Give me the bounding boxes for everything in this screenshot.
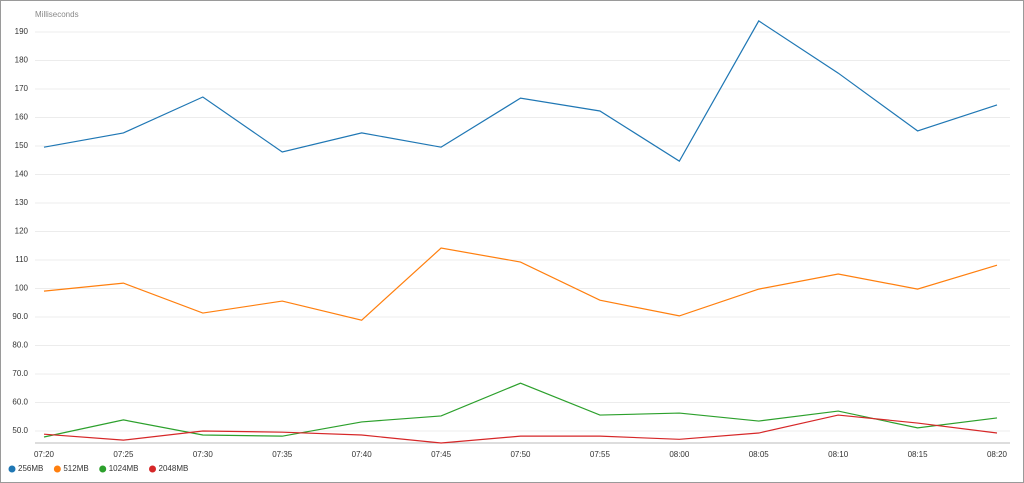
x-tick-label: 07:40 — [352, 450, 373, 459]
y-tick-label: 190 — [15, 27, 29, 36]
series-line — [43, 414, 998, 444]
legend-item[interactable]: 256MB — [8, 464, 44, 473]
x-tick-label: 08:15 — [908, 450, 929, 459]
y-tick-label: 120 — [15, 227, 29, 236]
y-tick-label: 50.0 — [12, 426, 28, 435]
series-line — [43, 20, 998, 162]
x-tick-label: 07:30 — [193, 450, 214, 459]
legend-swatch — [53, 465, 61, 473]
y-tick-label: 90.0 — [12, 312, 28, 321]
legend-item[interactable]: 512MB — [53, 464, 89, 473]
x-tick-label: 08:05 — [749, 450, 770, 459]
y-tick-label: 170 — [15, 84, 29, 93]
legend-swatch — [149, 465, 157, 473]
legend-item[interactable]: 2048MB — [149, 464, 188, 473]
y-tick-label: 70.0 — [12, 369, 28, 378]
legend-label: 1024MB — [109, 464, 139, 473]
x-tick-label: 07:45 — [431, 450, 452, 459]
x-tick-label: 07:55 — [590, 450, 611, 459]
series-line — [43, 382, 998, 438]
y-tick-label: 140 — [15, 170, 29, 179]
y-tick-label: 80.0 — [12, 341, 28, 350]
y-tick-label: 100 — [15, 284, 29, 293]
legend-swatch — [99, 465, 107, 473]
x-tick-label: 07:35 — [272, 450, 293, 459]
y-tick-label: 180 — [15, 56, 29, 65]
series-line — [43, 247, 998, 321]
x-tick-label: 08:20 — [987, 450, 1008, 459]
y-tick-label: 160 — [15, 113, 29, 122]
legend-item[interactable]: 1024MB — [99, 464, 139, 473]
x-tick-label: 07:25 — [113, 450, 134, 459]
legend-swatch — [8, 465, 16, 473]
y-tick-label: 150 — [15, 141, 29, 150]
legend-label: 512MB — [63, 464, 88, 473]
x-tick-label: 07:20 — [34, 450, 55, 459]
y-tick-label: 130 — [15, 198, 29, 207]
x-tick-label: 07:50 — [510, 450, 531, 459]
legend-label: 256MB — [18, 464, 43, 473]
x-tick-label: 08:00 — [669, 450, 690, 459]
legend-label: 2048MB — [159, 464, 189, 473]
x-tick-label: 08:10 — [828, 450, 849, 459]
y-tick-label: 60.0 — [12, 398, 28, 407]
y-axis-label: Milliseconds — [35, 10, 79, 19]
y-tick-label: 110 — [15, 255, 28, 264]
